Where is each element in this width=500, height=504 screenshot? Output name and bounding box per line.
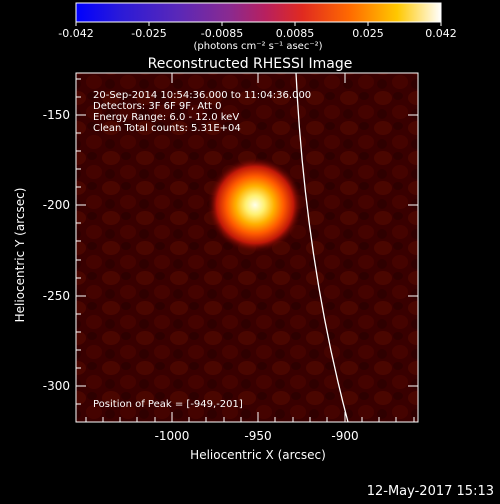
colorbar-tick: -0.025 (131, 27, 166, 40)
info-time-range: 20-Sep-2014 10:54:36.000 to 11:04:36.000 (93, 90, 311, 101)
flare-source (207, 157, 303, 253)
x-tick-label: -1000 (155, 429, 190, 443)
solar-limb-line (295, 73, 349, 422)
y-axis-label: Heliocentric Y (arcsec) (13, 188, 27, 323)
info-clean-counts: Clean Total counts: 5.31E+04 (93, 123, 241, 134)
info-block: 20-Sep-2014 10:54:36.000 to 11:04:36.000… (93, 90, 311, 134)
colorbar-tick: -0.0085 (201, 27, 243, 40)
colorbar: -0.042 -0.025 -0.0085 0.0085 0.025 0.042… (58, 2, 457, 52)
x-axis-label: Heliocentric X (arcsec) (190, 448, 326, 462)
y-tick-label: -250 (43, 289, 70, 303)
y-tick-label: -300 (43, 379, 70, 393)
plot-title: Reconstructed RHESSI Image (148, 56, 353, 72)
peak-position-label: Position of Peak = [-949,-201] (93, 399, 243, 410)
colorbar-gradient (75, 2, 442, 23)
rhessi-image (76, 73, 418, 422)
x-tick-label: -900 (331, 429, 358, 443)
info-detectors: Detectors: 3F 6F 9F, Att 0 (93, 101, 221, 112)
plot-frame (75, 72, 419, 423)
info-energy-range: Energy Range: 6.0 - 12.0 keV (93, 112, 239, 123)
colorbar-units: (photons cm⁻² s⁻¹ asec⁻²) (193, 41, 322, 52)
colorbar-tick: 0.025 (352, 27, 384, 40)
x-tick-label: -950 (244, 429, 271, 443)
colorbar-tick: 0.0085 (276, 27, 315, 40)
y-tick-label: -200 (43, 198, 70, 212)
y-tick-label: -150 (43, 108, 70, 122)
timestamp: 12-May-2017 15:13 (367, 484, 494, 499)
colorbar-tick: -0.042 (58, 27, 93, 40)
colorbar-tick: 0.042 (425, 27, 457, 40)
